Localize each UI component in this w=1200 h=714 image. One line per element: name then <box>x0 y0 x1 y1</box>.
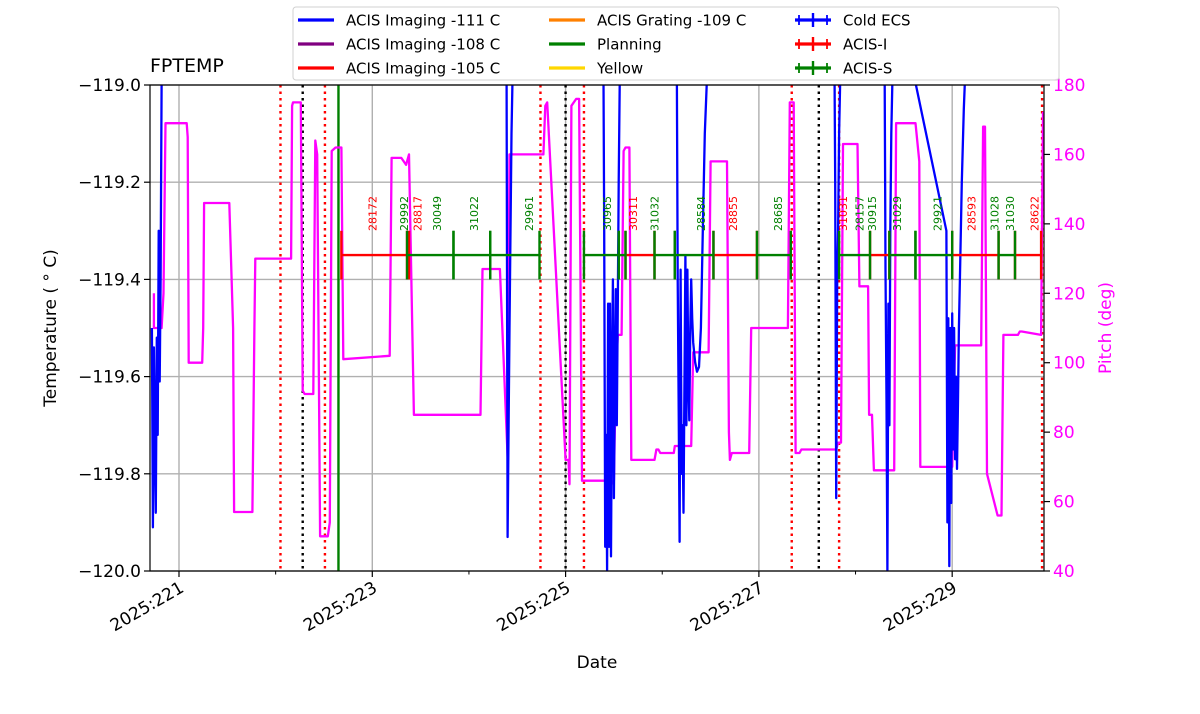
obsid-label: 29961 <box>523 196 536 231</box>
legend-label: ACIS-I <box>843 36 887 54</box>
legend-label: ACIS Imaging -108 C <box>346 36 500 54</box>
plot-area: 28172 29992 28817 30049 31022 29961 30965 30311… <box>150 85 1044 571</box>
y2-axis-label: Pitch (deg) <box>1096 282 1116 374</box>
legend-label: Planning <box>597 36 662 54</box>
obsid-label: 30915 <box>866 196 879 231</box>
obsid-label: 31030 <box>1004 196 1017 231</box>
obsid-label: 28593 <box>966 196 979 231</box>
obsid-label: 28157 <box>853 196 866 231</box>
legend-label: ACIS Imaging -111 C <box>346 12 500 30</box>
legend-label: Cold ECS <box>843 12 911 30</box>
obsid-label: 28855 <box>727 196 740 231</box>
legend-box <box>292 6 1060 81</box>
y-tick-label: −119.4 <box>78 270 141 290</box>
obsid-label: 31028 <box>989 196 1002 231</box>
y-tick-label: −119.0 <box>78 76 141 96</box>
obsid-label: 30965 <box>601 196 614 231</box>
legend: ACIS Imaging -111 C ACIS Imaging -108 C AC… <box>292 6 1060 81</box>
plot-frame <box>149 84 1045 572</box>
obsid-label: 28584 <box>695 196 708 231</box>
obsid-label: 31029 <box>891 196 904 231</box>
y-axis-label: Temperature ( ° C) <box>41 249 61 408</box>
y-tick-label: −119.8 <box>78 465 141 485</box>
obsid-label: 31022 <box>468 196 481 231</box>
obsid-label: 30311 <box>627 196 640 231</box>
y-tick-label: −119.2 <box>78 173 141 193</box>
y2-tick-label: 160 <box>1053 145 1085 165</box>
obsid-label: 29921 <box>932 196 945 231</box>
y2-tick-label: 180 <box>1053 76 1085 96</box>
legend-label: ACIS Imaging -105 C <box>346 60 500 78</box>
x-axis-label: Date <box>577 653 618 673</box>
legend-label: Yellow <box>596 60 643 78</box>
obsid-label: 28172 <box>366 196 379 231</box>
y2-tick-label: 100 <box>1053 354 1085 374</box>
obsid-label: 28817 <box>412 196 425 231</box>
y2-tick-label: 60 <box>1053 493 1075 513</box>
chart-title: FPTEMP <box>150 55 224 77</box>
obsid-label: 31031 <box>837 196 850 231</box>
y2-tick-label: 40 <box>1053 562 1075 582</box>
y-tick-label: −120.0 <box>78 562 141 582</box>
obsid-label: 28685 <box>772 196 785 231</box>
plot-clip-group <box>150 85 1044 571</box>
y2-tick-label: 140 <box>1053 215 1085 235</box>
legend-label: ACIS Grating -109 C <box>597 12 746 30</box>
legend-label: ACIS-S <box>843 60 892 78</box>
obsid-label: 28622 <box>1028 196 1041 231</box>
y2-tick-label: 120 <box>1053 284 1085 304</box>
obsid-label: 29992 <box>398 196 411 231</box>
obsid-label: 31032 <box>649 196 662 231</box>
obsid-label: 30049 <box>431 196 444 231</box>
y2-tick-label: 80 <box>1053 423 1075 443</box>
y-tick-label: −119.6 <box>78 368 141 388</box>
series-line <box>150 85 966 571</box>
